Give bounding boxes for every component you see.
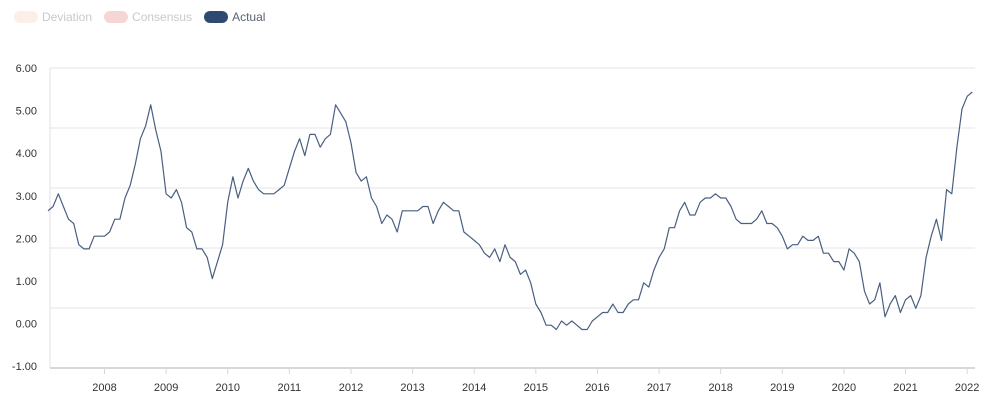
y-tick-label: 5.00 — [16, 106, 37, 118]
x-tick-label: 2013 — [400, 382, 424, 394]
chart-legend: Deviation Consensus Actual — [14, 10, 265, 24]
legend-label: Consensus — [132, 10, 193, 24]
legend-label: Actual — [232, 10, 266, 24]
legend-swatch-deviation — [14, 11, 38, 23]
x-tick-label: 2015 — [524, 382, 548, 394]
y-tick-label: -1.00 — [12, 361, 37, 373]
x-tick-label: 2011 — [278, 382, 302, 394]
x-tick-label: 2022 — [955, 382, 979, 394]
x-tick-label: 2017 — [647, 382, 671, 394]
x-tick-label: 2012 — [339, 382, 363, 394]
legend-item-deviation[interactable]: Deviation — [14, 10, 92, 24]
y-tick-label: 3.00 — [16, 191, 37, 203]
x-tick-label: 2014 — [462, 382, 486, 394]
legend-swatch-actual — [204, 11, 229, 23]
x-tick-label: 2020 — [832, 382, 856, 394]
y-tick-label: 6.00 — [16, 63, 37, 75]
series-line-actual — [47, 91, 973, 331]
legend-item-consensus[interactable]: Consensus — [104, 10, 192, 24]
x-tick-label: 2008 — [92, 382, 116, 394]
x-tick-label: 2019 — [770, 382, 794, 394]
y-tick-label: 2.00 — [16, 233, 37, 245]
legend-swatch-consensus — [104, 11, 129, 23]
legend-item-actual[interactable]: Actual — [204, 10, 265, 24]
y-tick-label: 1.00 — [16, 276, 37, 288]
legend-label: Deviation — [42, 10, 93, 24]
y-tick-label: 0.00 — [16, 319, 37, 331]
x-tick-label: 2016 — [585, 382, 609, 394]
x-tick-label: 2018 — [708, 382, 732, 394]
x-tick-label: 2010 — [215, 382, 239, 394]
y-tick-label: 4.00 — [16, 148, 37, 160]
x-tick-label: 2009 — [154, 382, 178, 394]
x-tick-label: 2021 — [893, 382, 917, 394]
